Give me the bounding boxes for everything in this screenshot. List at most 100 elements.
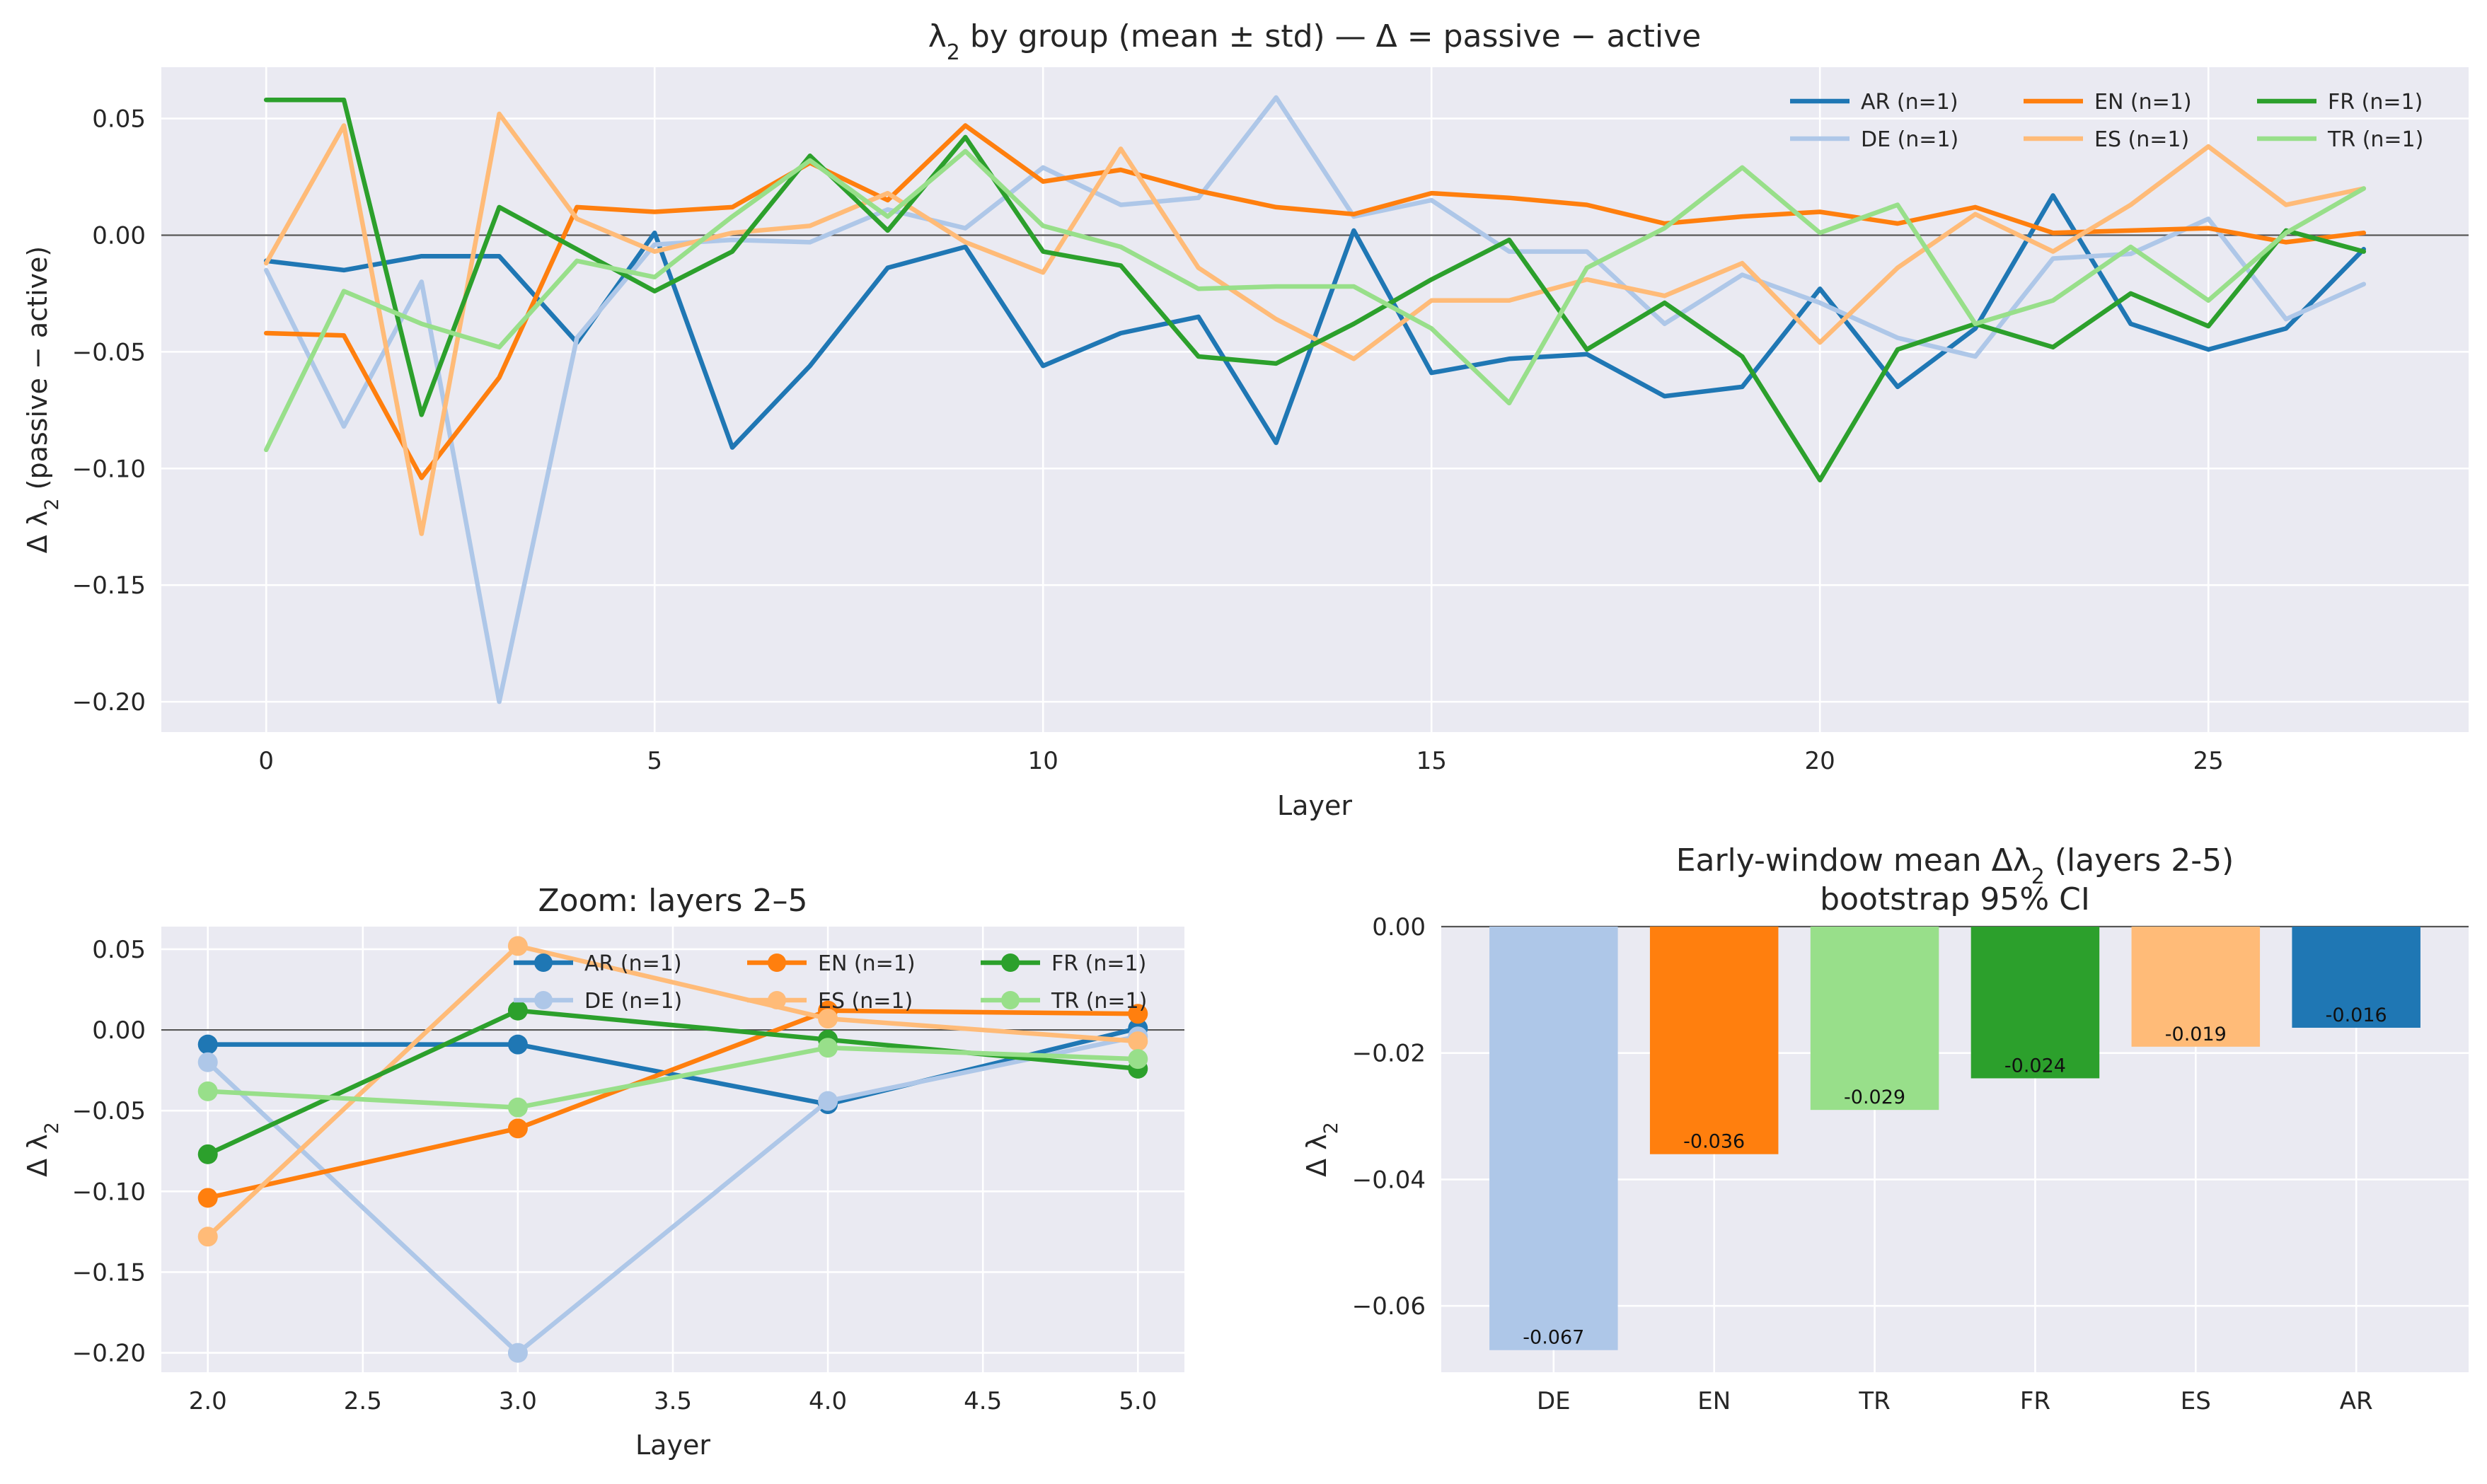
series-line-tr-n-1 xyxy=(205,1045,1141,1110)
bar-ticks: 0.00 −0.02 −0.04 −0.06 DE EN TR FR ES AR xyxy=(1352,913,2373,1415)
legend-label-en-n-1: EN (n=1) xyxy=(2094,90,2192,115)
y-tick-label: −0.05 xyxy=(72,338,146,366)
y-tick-label: −0.10 xyxy=(72,455,146,483)
y-tick-label: −0.06 xyxy=(1352,1292,1426,1321)
legend-marker-fr-n-1 xyxy=(1001,953,1020,972)
bar-tr xyxy=(1810,927,1939,1111)
x-tick-label: 15 xyxy=(1416,747,1447,775)
bar-en xyxy=(1649,927,1779,1154)
y-tick-label: 0.00 xyxy=(92,221,146,250)
data-point-fr-n-1 xyxy=(197,1144,218,1164)
data-point-en-n-1 xyxy=(197,1188,218,1208)
series-line-es-n-1 xyxy=(205,944,1141,1239)
y-tick-label: −0.10 xyxy=(72,1178,146,1206)
x-tick-label: 4.0 xyxy=(809,1387,847,1415)
legend-marker-de-n-1 xyxy=(534,991,553,1009)
legend-label-en-n-1: EN (n=1) xyxy=(818,951,916,976)
x-tick-label: 3.0 xyxy=(499,1387,537,1415)
data-point-es-n-1 xyxy=(197,1227,218,1247)
x-tick-label: 5 xyxy=(647,747,662,775)
x-tick-label: EN xyxy=(1697,1387,1731,1415)
x-tick-label: 20 xyxy=(1805,747,1835,775)
y-tick-label: 0.00 xyxy=(92,1016,146,1045)
x-tick-label: TR xyxy=(1858,1387,1890,1415)
zoom-legend: AR (n=1) DE (n=1) EN (n=1) ES (n=1) FR (n=1)… xyxy=(514,951,1147,1014)
main-legend: AR (n=1) DE (n=1) EN (n=1) ES (n=1) FR (n=1)… xyxy=(1790,90,2423,152)
main-gridlines xyxy=(161,67,2469,732)
main-panel: 0 5 10 15 20 25 0.05 0.00 −0.05 −0.10 −0.15 −0.20 A… xyxy=(22,18,2469,821)
bar-value-label-tr: -0.029 xyxy=(1844,1086,1905,1108)
data-point-es-n-1 xyxy=(818,1009,838,1029)
data-point-de-n-1 xyxy=(818,1091,838,1111)
legend-label-tr-n-1: TR (n=1) xyxy=(2327,127,2423,152)
series-line-ar-n-1 xyxy=(205,1026,1141,1107)
x-tick-label: 10 xyxy=(1028,747,1058,775)
bar-subtitle: bootstrap 95% CI xyxy=(1820,881,2090,917)
zoom-series xyxy=(197,936,1148,1363)
x-tick-label: DE xyxy=(1537,1387,1571,1415)
data-point-tr-n-1 xyxy=(818,1038,838,1058)
legend-label-de-n-1: DE (n=1) xyxy=(584,989,682,1014)
main-xlabel: Layer xyxy=(1277,790,1352,821)
y-tick-label: −0.04 xyxy=(1352,1166,1426,1194)
x-tick-label: ES xyxy=(2181,1387,2211,1415)
y-tick-label: −0.20 xyxy=(72,688,146,717)
x-tick-label: 5.0 xyxy=(1119,1387,1157,1415)
y-tick-label: −0.05 xyxy=(72,1097,146,1125)
main-series xyxy=(263,95,2367,705)
bar-de xyxy=(1489,927,1618,1350)
data-point-es-n-1 xyxy=(1128,1031,1148,1052)
main-ticks: 0 5 10 15 20 25 0.05 0.00 −0.05 −0.10 −0.15 −0.20 xyxy=(72,105,2224,775)
legend-label-ar-n-1: AR (n=1) xyxy=(1861,90,1958,115)
bar-es xyxy=(2131,927,2261,1047)
y-tick-label: −0.02 xyxy=(1352,1040,1426,1068)
bar-value-label-es: -0.019 xyxy=(2165,1024,2227,1045)
x-tick-label: FR xyxy=(2020,1387,2050,1415)
legend-marker-es-n-1 xyxy=(768,991,786,1009)
legend-label-es-n-1: ES (n=1) xyxy=(818,989,913,1014)
x-tick-label: 25 xyxy=(2193,747,2224,775)
x-tick-label: AR xyxy=(2340,1387,2373,1415)
zoom-panel: 2.0 2.5 3.0 3.5 4.0 4.5 5.0 0.05 0.00 −0.05 −0.10 −… xyxy=(22,883,1184,1461)
series-line-es-n-1 xyxy=(263,111,2367,536)
bar-ar xyxy=(2292,927,2420,1028)
bar-series: -0.067 -0.036 -0.029 -0.024 -0.019 -0.016 xyxy=(1489,927,2420,1350)
y-tick-label: −0.15 xyxy=(72,1258,146,1287)
legend-label-fr-n-1: FR (n=1) xyxy=(1051,951,1146,976)
data-point-en-n-1 xyxy=(1128,1004,1148,1024)
data-point-ar-n-1 xyxy=(197,1034,218,1055)
series-line-en-n-1 xyxy=(205,1008,1141,1200)
legend-label-ar-n-1: AR (n=1) xyxy=(584,951,682,976)
legend-label-de-n-1: DE (n=1) xyxy=(1861,127,1958,152)
series-line-tr-n-1 xyxy=(263,149,2367,453)
data-point-tr-n-1 xyxy=(1128,1049,1148,1069)
data-point-fr-n-1 xyxy=(507,1000,528,1021)
legend-marker-tr-n-1 xyxy=(1001,991,1020,1009)
y-tick-label: 0.00 xyxy=(1372,913,1426,941)
zoom-ylabel: Δ λ2 xyxy=(22,1122,63,1177)
data-point-tr-n-1 xyxy=(197,1081,218,1101)
legend-label-fr-n-1: FR (n=1) xyxy=(2328,90,2423,115)
data-point-es-n-1 xyxy=(507,936,528,956)
legend-marker-en-n-1 xyxy=(768,953,786,972)
main-title: λ2 by group (mean ± std) — Δ = passive −… xyxy=(928,18,1701,65)
zoom-title: Zoom: layers 2–5 xyxy=(538,883,808,919)
legend-label-es-n-1: ES (n=1) xyxy=(2094,127,2189,152)
bar-value-label-de: -0.067 xyxy=(1523,1327,1584,1349)
bar-title: Early-window mean Δλ2 (layers 2-5) xyxy=(1676,842,2234,889)
bar-value-label-fr: -0.024 xyxy=(2004,1055,2066,1077)
bar-fr xyxy=(1970,927,2100,1079)
data-point-tr-n-1 xyxy=(507,1097,528,1118)
y-tick-label: 0.05 xyxy=(92,936,146,964)
bar-value-label-en: -0.036 xyxy=(1683,1131,1745,1153)
main-plot-area xyxy=(161,67,2469,732)
x-tick-label: 4.5 xyxy=(964,1387,1002,1415)
legend-marker-ar-n-1 xyxy=(534,953,553,972)
bar-panel: 0.00 −0.02 −0.04 −0.06 DE EN TR FR ES AR -0.067 -0… xyxy=(1301,842,2469,1415)
x-tick-label: 0 xyxy=(258,747,274,775)
y-tick-label: −0.15 xyxy=(72,572,146,600)
data-point-ar-n-1 xyxy=(507,1034,528,1055)
zoom-xlabel: Layer xyxy=(635,1430,710,1461)
y-tick-label: −0.20 xyxy=(72,1340,146,1368)
